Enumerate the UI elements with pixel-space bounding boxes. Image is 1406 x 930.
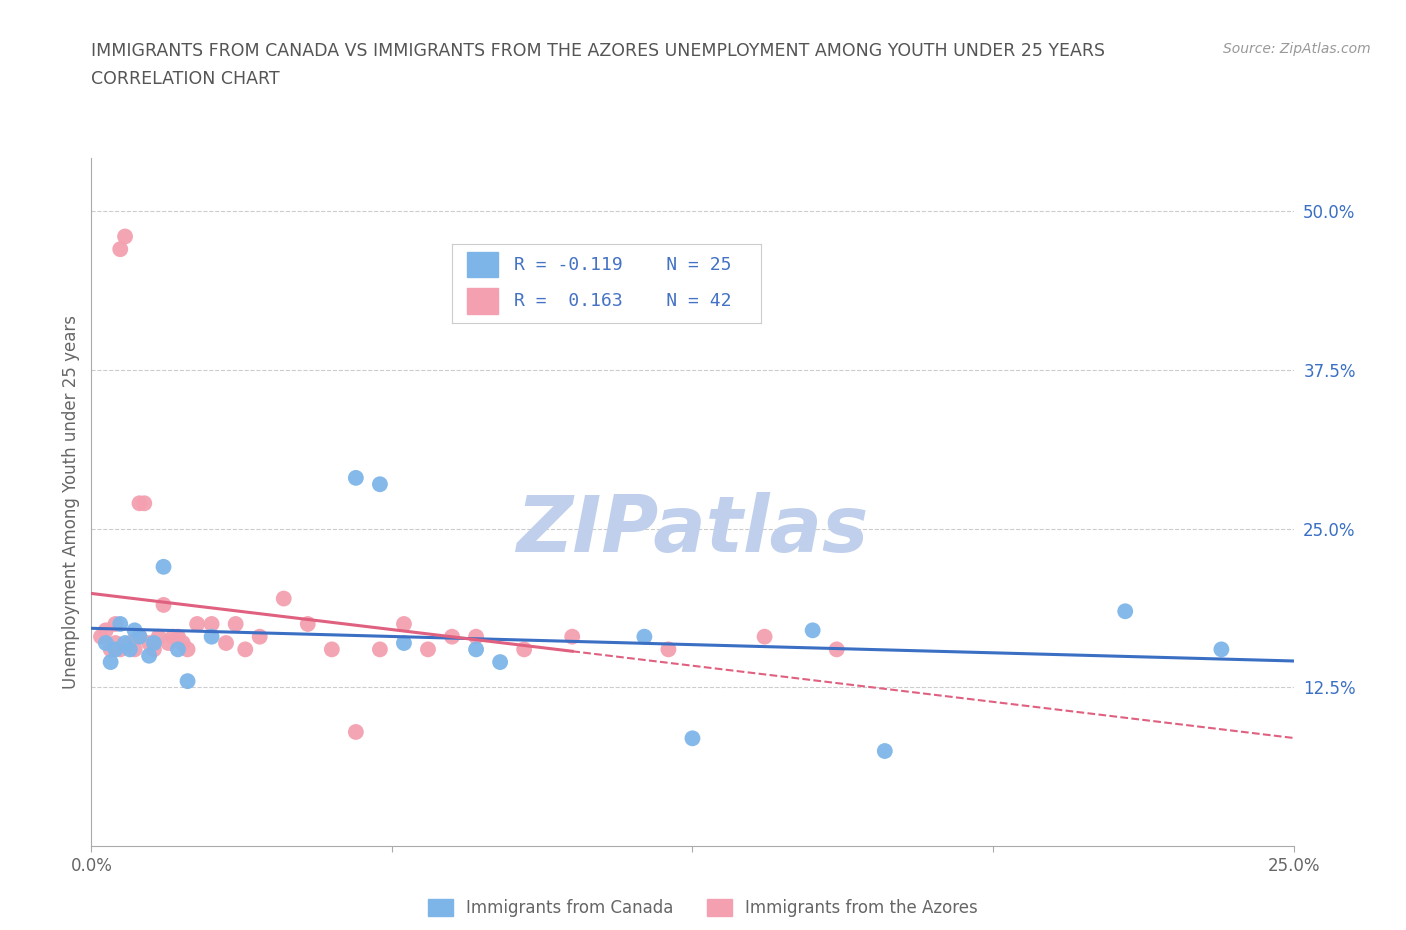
- Point: [104, 617, 127, 631]
- Point: [167, 642, 190, 657]
- Point: [118, 635, 141, 650]
- Point: [118, 642, 141, 657]
- Point: [152, 559, 174, 574]
- Point: [561, 630, 583, 644]
- Text: R =  0.163    N = 42: R = 0.163 N = 42: [515, 292, 731, 310]
- Point: [873, 744, 896, 759]
- Point: [249, 630, 271, 644]
- Point: [152, 597, 174, 612]
- Point: [157, 635, 180, 650]
- Point: [368, 642, 391, 657]
- Point: [344, 471, 367, 485]
- Point: [138, 648, 160, 663]
- Point: [162, 630, 184, 644]
- Text: R = -0.119    N = 25: R = -0.119 N = 25: [515, 256, 731, 273]
- Point: [176, 673, 198, 688]
- Bar: [467, 288, 499, 313]
- Point: [233, 642, 256, 657]
- Point: [94, 623, 117, 638]
- Point: [90, 630, 112, 644]
- Point: [368, 477, 391, 492]
- Point: [825, 642, 848, 657]
- Point: [138, 635, 160, 650]
- Point: [465, 630, 488, 644]
- Point: [128, 630, 150, 644]
- Point: [100, 642, 122, 657]
- Text: IMMIGRANTS FROM CANADA VS IMMIGRANTS FROM THE AZORES UNEMPLOYMENT AMONG YOUTH UN: IMMIGRANTS FROM CANADA VS IMMIGRANTS FRO…: [91, 42, 1105, 60]
- Point: [104, 635, 127, 650]
- Point: [513, 642, 536, 657]
- Point: [1211, 642, 1233, 657]
- Text: Source: ZipAtlas.com: Source: ZipAtlas.com: [1223, 42, 1371, 56]
- Point: [110, 642, 132, 657]
- Point: [465, 642, 488, 657]
- Point: [392, 617, 415, 631]
- Point: [186, 617, 208, 631]
- Point: [416, 642, 439, 657]
- Point: [273, 591, 295, 606]
- Point: [176, 642, 198, 657]
- Point: [681, 731, 703, 746]
- Point: [104, 642, 127, 657]
- Point: [128, 496, 150, 511]
- Point: [225, 617, 247, 631]
- Point: [142, 635, 165, 650]
- Point: [344, 724, 367, 739]
- Text: CORRELATION CHART: CORRELATION CHART: [91, 70, 280, 87]
- Point: [110, 617, 132, 631]
- Text: ZIPatlas: ZIPatlas: [516, 492, 869, 567]
- Point: [148, 630, 170, 644]
- Point: [201, 617, 224, 631]
- Point: [489, 655, 512, 670]
- Point: [114, 635, 136, 650]
- Point: [134, 496, 156, 511]
- Point: [167, 630, 190, 644]
- Point: [321, 642, 343, 657]
- Point: [172, 635, 194, 650]
- Point: [801, 623, 824, 638]
- Point: [94, 635, 117, 650]
- Point: [657, 642, 679, 657]
- Point: [128, 630, 150, 644]
- Point: [440, 630, 463, 644]
- Point: [215, 635, 238, 650]
- Point: [114, 229, 136, 244]
- Point: [124, 642, 146, 657]
- Y-axis label: Unemployment Among Youth under 25 years: Unemployment Among Youth under 25 years: [62, 315, 80, 689]
- Point: [110, 242, 132, 257]
- Legend: Immigrants from Canada, Immigrants from the Azores: Immigrants from Canada, Immigrants from …: [427, 899, 979, 917]
- Point: [142, 642, 165, 657]
- Point: [1114, 604, 1136, 618]
- Point: [754, 630, 776, 644]
- Point: [201, 630, 224, 644]
- Point: [392, 635, 415, 650]
- Point: [297, 617, 319, 631]
- Bar: [467, 252, 499, 277]
- Point: [633, 630, 655, 644]
- Point: [124, 623, 146, 638]
- Point: [100, 655, 122, 670]
